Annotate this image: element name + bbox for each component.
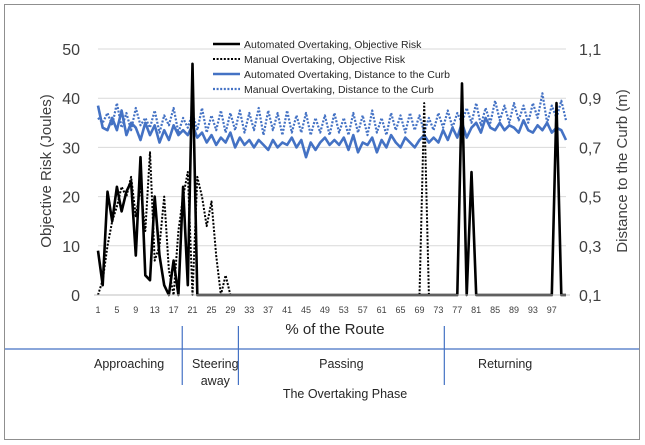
y-tick-left-label: 20 [62, 190, 80, 207]
phase-label-line: away [201, 374, 231, 388]
y-tick-left-label: 50 [62, 42, 80, 59]
x-axis-label: % of the Route [285, 321, 384, 338]
axes-layer: 0 10 20 30 40 50 0,1 0,3 0,5 0,7 0,9 1,1 1 5 9 13 17 21 25… [62, 42, 601, 315]
x-tick-label: 13 [150, 305, 160, 315]
x-tick-label: 89 [509, 305, 519, 315]
x-tick-label: 81 [471, 305, 481, 315]
x-tick-label: 65 [396, 305, 406, 315]
phase-label-line: Steering [192, 357, 239, 371]
x-tick-label: 53 [339, 305, 349, 315]
legend-label: Manual Overtaking, Distance to the Curb [244, 84, 434, 96]
chart-frame [4, 4, 640, 440]
legend-label: Automated Overtaking, Objective Risk [244, 39, 422, 51]
x-tick-label: 25 [206, 305, 216, 315]
legend: Automated Overtaking, Objective Risk Manu… [213, 39, 450, 96]
x-tick-label: 73 [433, 305, 443, 315]
x-tick-label: 49 [320, 305, 330, 315]
y-tick-left-label: 0 [71, 288, 80, 305]
y-tick-right-label: 1,1 [579, 42, 601, 59]
phase-label: Returning [478, 357, 532, 371]
x-tick-label: 77 [452, 305, 462, 315]
x-tick-label: 41 [282, 305, 292, 315]
y-tick-right-label: 0,5 [579, 190, 601, 207]
y-tick-right-label: 0,1 [579, 288, 601, 305]
phase-annotation: Approaching Steering away Passing Returning [5, 326, 639, 388]
x-tick-label: 29 [225, 305, 235, 315]
y-tick-right-label: 0,9 [579, 91, 601, 108]
phase-axis-label: The Overtaking Phase [283, 387, 407, 401]
x-tick-label: 45 [301, 305, 311, 315]
y-tick-right-label: 0,7 [579, 140, 601, 157]
gridlines [98, 48, 566, 247]
y-axis-right-label: Distance to the Curb (m) [614, 89, 631, 252]
x-tick-label: 93 [528, 305, 538, 315]
x-tick-label: 37 [263, 305, 273, 315]
phase-label: Steering away [192, 357, 239, 388]
y-tick-left-label: 30 [62, 140, 80, 157]
phase-label: Passing [319, 357, 364, 371]
x-tick-label: 21 [188, 305, 198, 315]
legend-label: Manual Overtaking, Objective Risk [244, 54, 406, 66]
x-tick-label: 1 [95, 305, 100, 315]
y-tick-left-label: 40 [62, 91, 80, 108]
phase-label: Approaching [94, 357, 164, 371]
x-tick-label: 61 [377, 305, 387, 315]
series-line-manual-overtaking-distance-to-the-curb [97, 92, 568, 137]
x-tick-label: 69 [414, 305, 424, 315]
y-tick-right-label: 0,3 [579, 239, 601, 256]
x-tick-label: 9 [133, 305, 138, 315]
x-tick-label: 97 [547, 305, 557, 315]
series-line-automated-overtaking-distance-to-the-curb [96, 105, 568, 159]
legend-label: Automated Overtaking, Distance to the Cu… [244, 69, 450, 81]
y-tick-left-label: 10 [62, 239, 80, 256]
x-tick-label: 17 [169, 305, 179, 315]
x-tick-label: 57 [358, 305, 368, 315]
y-axis-left-label: Objective Risk (Joules) [38, 94, 55, 247]
x-tick-label: 85 [490, 305, 500, 315]
x-tick-label: 5 [114, 305, 119, 315]
x-tick-label: 33 [244, 305, 254, 315]
